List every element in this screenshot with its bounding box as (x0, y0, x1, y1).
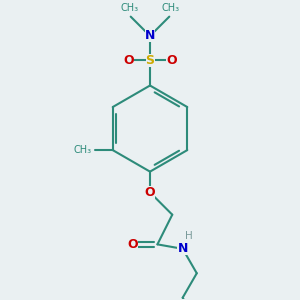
Text: CH₃: CH₃ (162, 3, 180, 13)
Text: O: O (166, 54, 177, 67)
Text: O: O (145, 186, 155, 199)
Text: S: S (146, 54, 154, 67)
Text: O: O (123, 54, 134, 67)
Text: N: N (178, 242, 188, 255)
Text: N: N (145, 29, 155, 42)
Text: CH₃: CH₃ (74, 145, 92, 155)
Text: CH₃: CH₃ (120, 3, 138, 13)
Text: H: H (185, 231, 193, 242)
Text: O: O (128, 238, 138, 251)
